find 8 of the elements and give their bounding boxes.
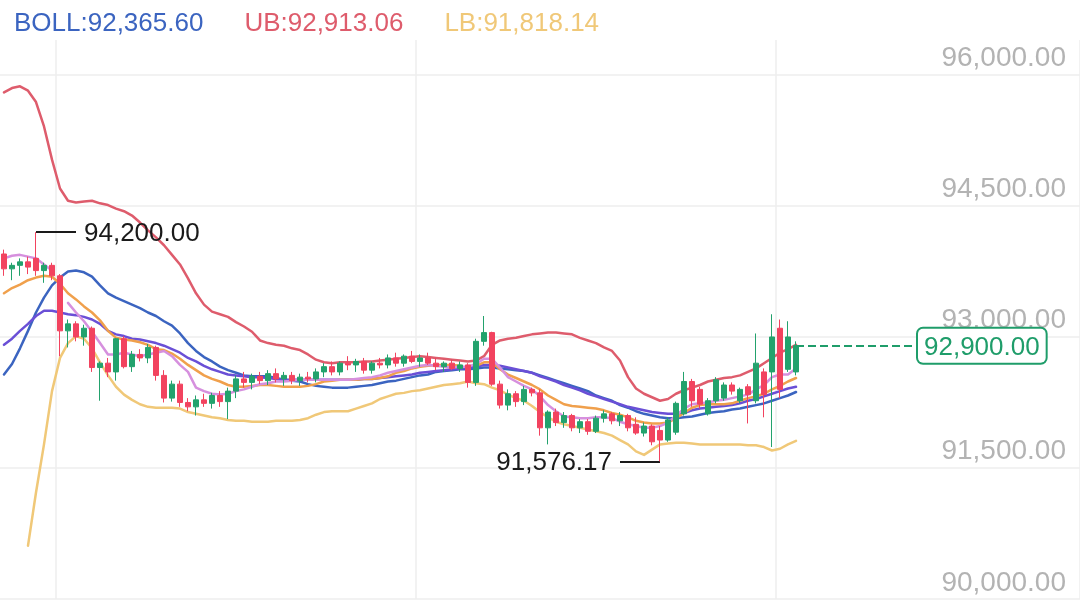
- y-tick-label: 96,000.00: [941, 41, 1066, 73]
- text: LB:91,818.14: [444, 7, 600, 37]
- y-tick-label: 91,500.00: [941, 434, 1066, 466]
- text: UB:92,913.06: [244, 7, 404, 37]
- annotation: 91,576.17: [496, 446, 612, 477]
- text: BOLL:92,365.60: [14, 7, 204, 37]
- y-tick-label: 90,000.00: [941, 565, 1066, 597]
- y-tick-label: 94,500.00: [941, 172, 1066, 204]
